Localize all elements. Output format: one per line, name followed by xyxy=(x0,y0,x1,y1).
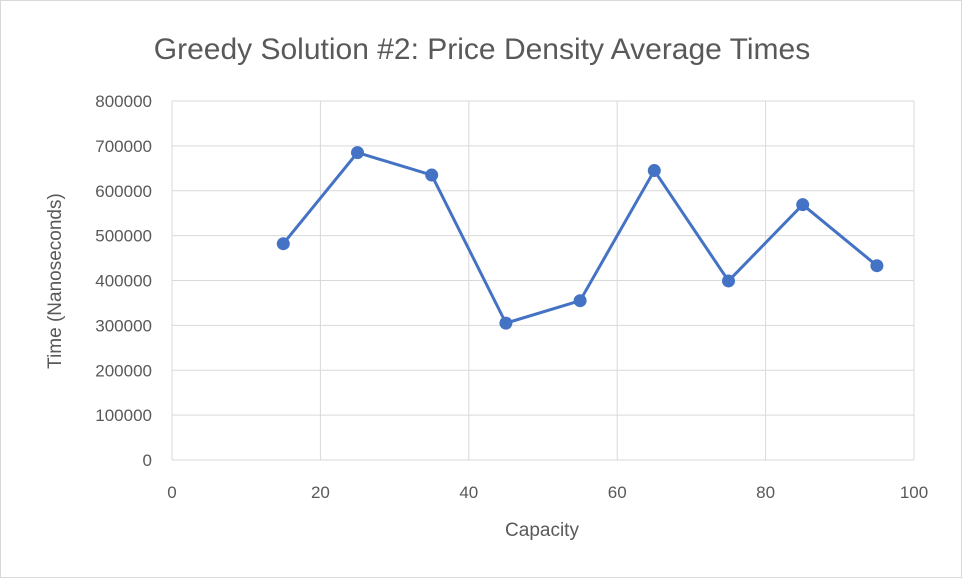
x-tick-label: 100 xyxy=(900,483,928,502)
y-tick-label: 500000 xyxy=(95,227,152,246)
data-point xyxy=(425,168,439,182)
y-tick-label: 100000 xyxy=(95,406,152,425)
y-tick-label: 700000 xyxy=(95,137,152,156)
gridlines xyxy=(171,100,915,461)
x-tick-label: 40 xyxy=(459,483,478,502)
data-point xyxy=(276,237,290,251)
series-group xyxy=(276,146,884,330)
data-point xyxy=(499,316,513,330)
x-axis-ticks: 0 20 40 60 80 100 xyxy=(167,483,928,502)
x-tick-label: 20 xyxy=(311,483,330,502)
data-point xyxy=(573,294,587,308)
y-tick-label: 200000 xyxy=(95,361,152,380)
chart-title: Greedy Solution #2: Price Density Averag… xyxy=(154,33,810,66)
y-tick-label: 300000 xyxy=(95,316,152,335)
data-point xyxy=(647,164,661,178)
y-tick-label: 600000 xyxy=(95,182,152,201)
data-point xyxy=(351,146,364,160)
y-tick-label: 800000 xyxy=(95,92,152,111)
y-tick-label: 400000 xyxy=(95,272,152,291)
x-tick-label: 80 xyxy=(756,483,775,502)
x-tick-label: 60 xyxy=(608,483,627,502)
x-axis-title: Capacity xyxy=(505,520,579,541)
data-point xyxy=(796,198,810,212)
y-axis-title: Time (Nanoseconds) xyxy=(45,193,66,369)
y-axis-ticks: 0 100000 200000 300000 400000 500000 600000 700… xyxy=(95,92,152,470)
x-tick-label: 0 xyxy=(167,483,176,502)
data-point xyxy=(870,259,884,273)
data-point xyxy=(722,274,735,288)
y-tick-label: 0 xyxy=(143,451,152,470)
